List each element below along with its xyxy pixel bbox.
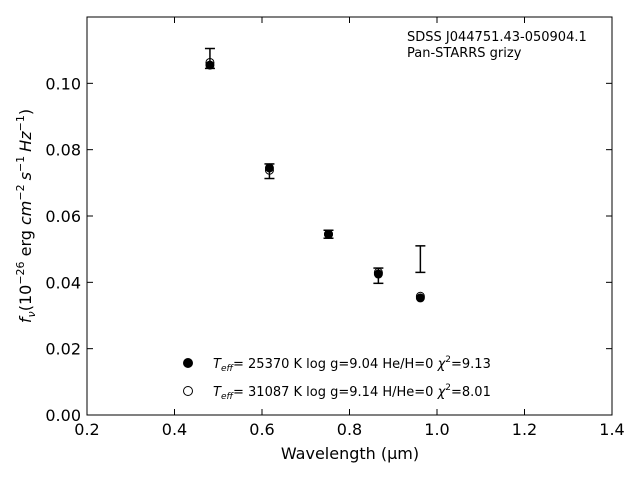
x-axis-label: Wavelength (μm) xyxy=(281,444,419,463)
y-axis-ticks: 0.00 0.02 0.04 0.06 0.08 0.10 xyxy=(45,74,612,425)
h-model-point xyxy=(205,57,215,67)
legend-h-teff-sub: eff xyxy=(221,392,235,402)
x-tick-label: 0.6 xyxy=(249,420,274,439)
y-label-exp3: −1 xyxy=(14,156,27,172)
observed-errorbar xyxy=(415,245,426,274)
x-tick-label: 0.8 xyxy=(337,420,362,439)
y-label-exp4: −1 xyxy=(14,115,27,131)
y-tick-label: 0.08 xyxy=(45,141,81,160)
y-label-close: ) xyxy=(16,109,35,115)
x-axis-ticks: 0.2 0.4 0.6 0.8 1.0 1.2 1.4 xyxy=(74,17,625,439)
object-name-annotation: SDSS J044751.43-050904.1 xyxy=(407,30,587,45)
y-tick-label: 0.04 xyxy=(45,273,81,292)
y-axis-label: fν(10−26 erg cm−2s−1Hz−1) xyxy=(14,109,38,323)
x-tick-label: 1.2 xyxy=(512,420,537,439)
legend-h-chi-text: =8.01 xyxy=(451,385,491,400)
y-label-open: (10 xyxy=(16,285,35,312)
legend-he-teff-sub: eff xyxy=(221,364,235,374)
h-model-point xyxy=(373,267,383,277)
plot-area: 0.2 0.4 0.6 0.8 1.0 1.2 1.4 0.000.020.040.060.… xyxy=(45,16,625,439)
legend-h-chi: χ xyxy=(437,385,447,400)
legend-entry-h: Teff= 31087 K log g=9.14 H/He=0 χ2=8.01 xyxy=(213,383,491,402)
h-model-point xyxy=(264,165,274,175)
he-model-point xyxy=(205,60,215,70)
h-model-point xyxy=(324,229,333,239)
legend-h-chi-sup: 2 xyxy=(445,383,451,393)
legend-h-text: = 31087 K log g=9.14 H/He=0 xyxy=(233,385,438,400)
he-model-point xyxy=(264,163,274,173)
survey-annotation: Pan-STARRS grizy xyxy=(407,46,522,61)
h-model-point xyxy=(415,291,425,301)
y-label-exp1: −26 xyxy=(14,261,27,284)
legend-marker-open xyxy=(183,386,193,396)
y-label-s: s xyxy=(16,172,35,180)
y-tick-label: 0.06 xyxy=(45,207,81,226)
y-tick-label: 0.10 xyxy=(45,74,81,93)
model-points xyxy=(205,57,425,303)
y-label-erg: erg xyxy=(16,225,35,261)
y-label-f: f xyxy=(16,315,35,323)
legend-entry-he: Teff= 25370 K log g=9.04 He/H=0 χ2=9.13 xyxy=(213,355,491,374)
y-label-exp2: −2 xyxy=(14,184,27,200)
y-label-nu: ν xyxy=(25,311,38,317)
y-label-hz: Hz xyxy=(16,131,35,152)
legend-he-chi-sup: 2 xyxy=(445,355,451,365)
legend-he-chi: χ xyxy=(437,357,447,372)
x-tick-label: 1.0 xyxy=(424,420,449,439)
legend-he-t: T xyxy=(213,357,222,372)
x-tick-label: 0.2 xyxy=(74,420,99,439)
y-label-cm: cm xyxy=(16,201,35,225)
legend-h-t: T xyxy=(213,385,222,400)
legend-he-chi-text: =9.13 xyxy=(451,357,491,372)
y-tick-label: 0.02 xyxy=(45,340,81,359)
legend-marker-filled xyxy=(183,358,193,368)
x-tick-label: 0.4 xyxy=(162,420,187,439)
legend-he-text: = 25370 K log g=9.04 He/H=0 xyxy=(233,357,438,372)
y-tick-label: 0.00 xyxy=(45,406,81,425)
x-tick-label: 1.4 xyxy=(599,420,624,439)
legend: Teff= 25370 K log g=9.04 He/H=0 χ2=9.13 … xyxy=(183,355,491,402)
